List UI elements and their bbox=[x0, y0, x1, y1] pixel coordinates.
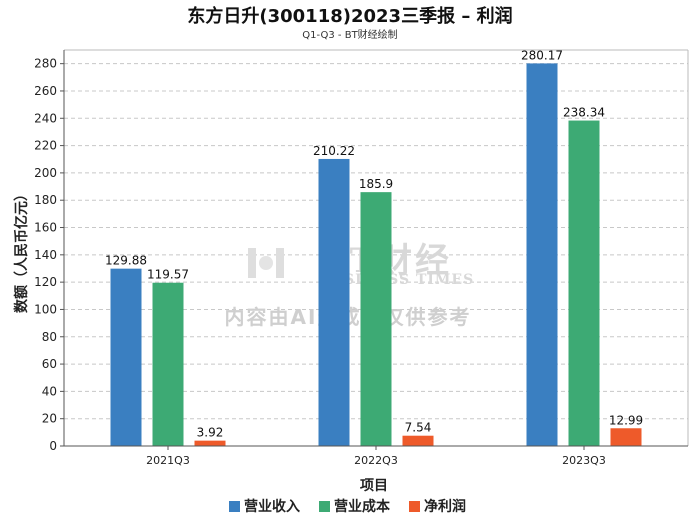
y-tick-label: 240 bbox=[34, 111, 57, 125]
bar bbox=[402, 435, 434, 446]
y-tick-label: 0 bbox=[49, 439, 57, 453]
watermark-logo-subtext: BUSINESS TIMES bbox=[318, 272, 474, 288]
y-tick-label: 100 bbox=[34, 302, 57, 316]
chart-title: 东方日升(300118)2023三季报 – 利润 bbox=[187, 5, 512, 27]
data-label: 3.92 bbox=[197, 426, 224, 440]
x-tick-label: 2023Q3 bbox=[562, 454, 606, 467]
data-label: 129.88 bbox=[105, 254, 147, 268]
data-label: 12.99 bbox=[609, 413, 643, 427]
bar bbox=[194, 440, 226, 446]
legend-label: 营业成本 bbox=[334, 498, 391, 515]
y-tick-label: 160 bbox=[34, 221, 57, 235]
data-label: 119.57 bbox=[147, 268, 189, 282]
y-tick-label: 20 bbox=[42, 412, 57, 426]
watermark-logo-icon bbox=[248, 248, 284, 278]
y-tick-label: 120 bbox=[34, 275, 57, 289]
bar bbox=[152, 282, 184, 446]
y-tick-label: 200 bbox=[34, 166, 57, 180]
y-axis-ticks: 0 20 40 60 80 100 120 140 160 180 200 220 240 260 280 bbox=[34, 57, 64, 453]
y-tick-label: 60 bbox=[42, 357, 57, 371]
legend-label: 营业收入 bbox=[244, 498, 300, 515]
legend: 营业收入 营业成本 净利润 bbox=[229, 498, 466, 515]
y-tick-label: 140 bbox=[34, 248, 57, 262]
bars bbox=[110, 63, 642, 447]
x-axis-ticks: 2021Q3 2022Q3 2023Q3 bbox=[146, 446, 606, 467]
data-label: 210.22 bbox=[313, 144, 355, 158]
legend-swatch bbox=[319, 501, 330, 512]
y-tick-label: 280 bbox=[34, 57, 57, 71]
y-tick-label: 40 bbox=[42, 384, 57, 398]
chart-subtitle: Q1-Q3 - BT财经绘制 bbox=[302, 28, 397, 41]
x-tick-label: 2022Q3 bbox=[354, 454, 398, 467]
legend-swatch bbox=[409, 501, 420, 512]
y-tick-label: 220 bbox=[34, 139, 57, 153]
data-label: 7.54 bbox=[405, 421, 432, 435]
y-tick-label: 80 bbox=[42, 330, 57, 344]
y-tick-label: 180 bbox=[34, 193, 57, 207]
x-axis-label: 项目 bbox=[360, 478, 388, 494]
data-label: 238.34 bbox=[563, 106, 605, 120]
bar bbox=[526, 63, 558, 446]
legend-swatch bbox=[229, 501, 240, 512]
y-axis-label: 数额（人民币亿元） bbox=[13, 187, 30, 313]
bar bbox=[568, 120, 600, 447]
legend-label: 净利润 bbox=[424, 498, 466, 515]
bar bbox=[110, 268, 142, 446]
x-tick-label: 2021Q3 bbox=[146, 454, 190, 467]
data-label: 280.17 bbox=[521, 48, 563, 62]
bar bbox=[360, 192, 392, 446]
bar bbox=[318, 158, 350, 446]
bar bbox=[610, 428, 642, 446]
data-label: 185.9 bbox=[359, 177, 393, 191]
y-tick-label: 260 bbox=[34, 84, 57, 98]
